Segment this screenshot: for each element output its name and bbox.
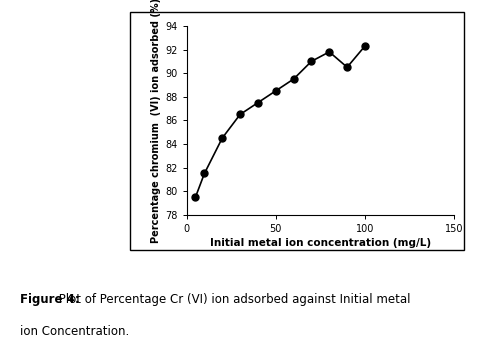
Text: Plot of Percentage Cr (VI) ion adsorbed against Initial metal: Plot of Percentage Cr (VI) ion adsorbed … (55, 293, 410, 306)
X-axis label: Initial metal ion concentration (mg/L): Initial metal ion concentration (mg/L) (210, 238, 431, 248)
Text: Figure 4:: Figure 4: (20, 293, 80, 306)
Text: ion Concentration.: ion Concentration. (20, 325, 129, 338)
Y-axis label: Percentage chromium  (VI) ion adsorbed (%): Percentage chromium (VI) ion adsorbed (%… (151, 0, 161, 243)
